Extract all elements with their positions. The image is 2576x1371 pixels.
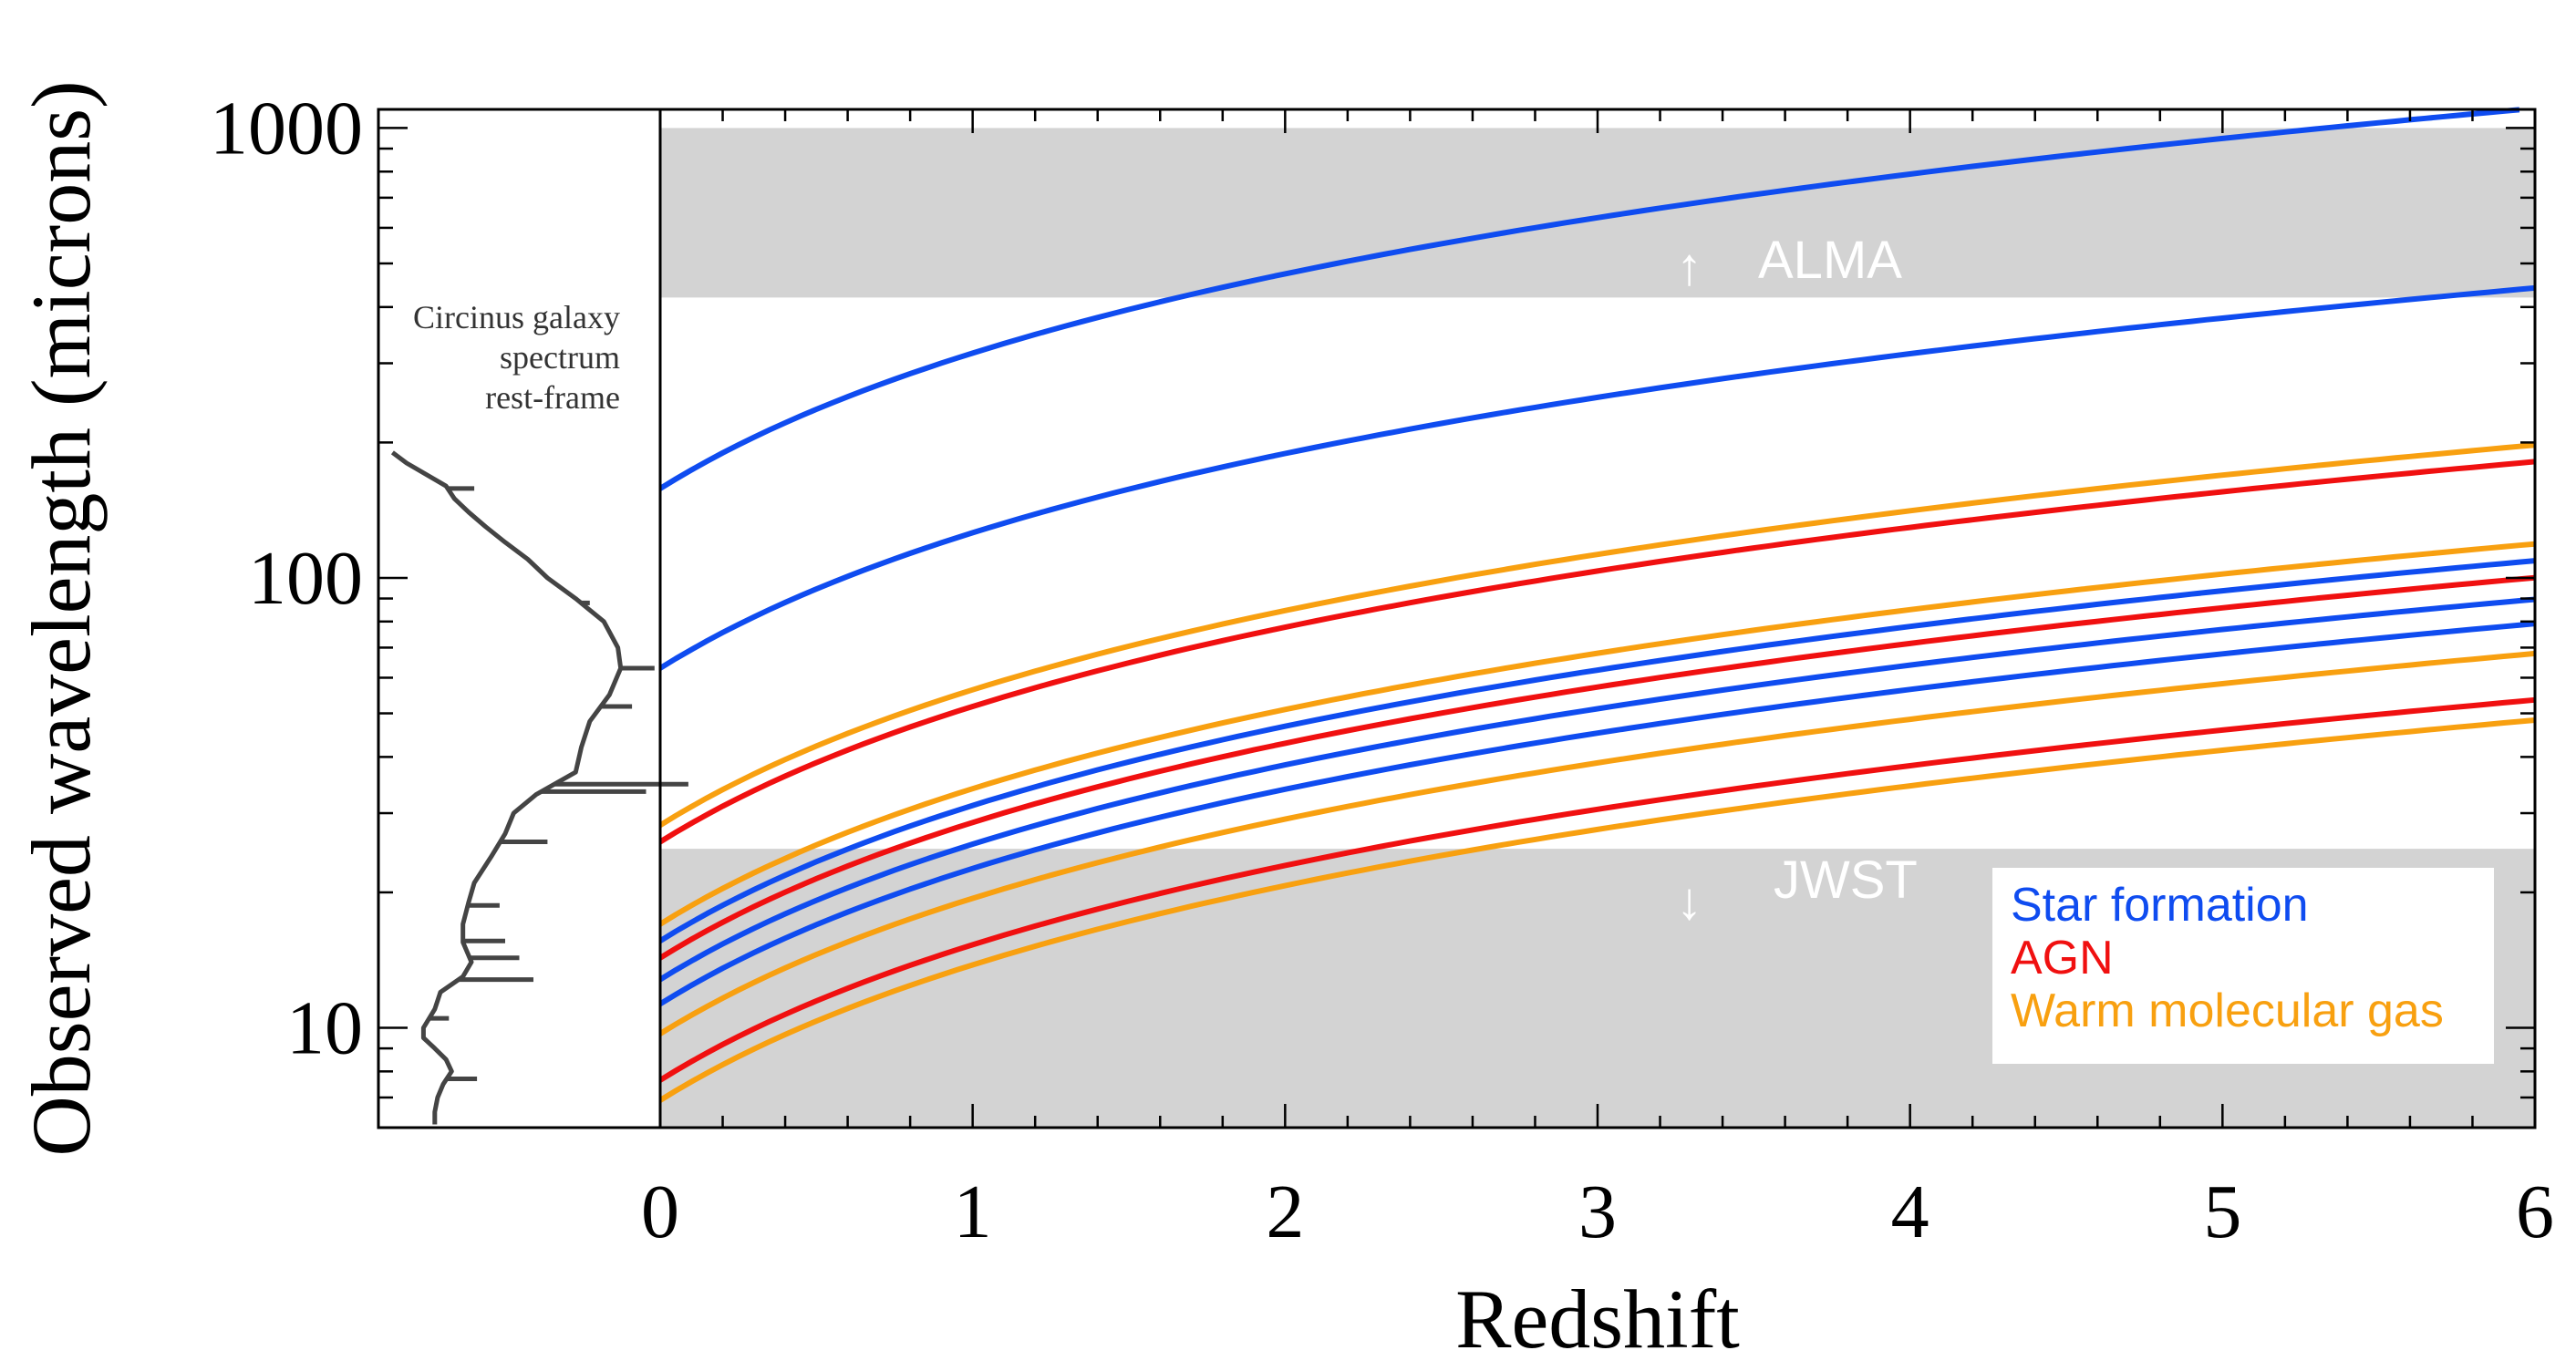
x-tick-label: 3: [1578, 1170, 1617, 1254]
series-layer: [658, 107, 2536, 1103]
x-tick-label: 0: [641, 1170, 679, 1254]
y-tick-label: 10: [286, 986, 363, 1071]
series-line-star-formation: [658, 596, 2536, 983]
spectrum-note-line: rest-frame: [485, 379, 620, 416]
x-axis-title: Redshift: [1455, 1273, 1740, 1366]
legend-agn: AGN: [2011, 932, 2114, 984]
series-line-agn: [658, 574, 2536, 961]
y-axis-title: Observed wavelength (microns): [15, 80, 108, 1156]
series-line-star-formation: [658, 558, 2536, 943]
x-tick-label: 5: [2203, 1170, 2241, 1254]
series-line-star-formation: [658, 107, 2520, 491]
spectrum-panel: [390, 450, 688, 1125]
y-tick-label: 100: [248, 536, 363, 621]
spectrum-panel-frame: [377, 108, 662, 1129]
y-tick-label: 1000: [210, 86, 363, 170]
series-line-star-formation: [658, 284, 2536, 671]
jwst-label: JWST: [1774, 850, 1918, 910]
alma-label: ALMA: [1758, 231, 1902, 290]
x-tick-label: 1: [954, 1170, 992, 1254]
alma-band: [660, 128, 2535, 298]
series-line-star-formation: [658, 621, 2536, 1006]
series-line-agn: [658, 696, 2536, 1083]
x-tick-label: 4: [1891, 1170, 1929, 1254]
series-line-warm-gas: [658, 442, 2536, 828]
alma-arrow-icon: ↑: [1676, 237, 1702, 296]
series-line-warm-gas: [658, 717, 2536, 1103]
legend-star-formation: Star formation: [2011, 879, 2309, 932]
legend-warm-molecular-gas: Warm molecular gas: [2011, 984, 2444, 1037]
series-line-warm-gas: [658, 541, 2536, 927]
x-tick-label: 2: [1266, 1170, 1304, 1254]
series-line-agn: [658, 459, 2536, 845]
axis-ticks: 0 1 2 3 4 5 6 10 100 1000: [210, 86, 2554, 1254]
spectrum-note-line: spectrum: [500, 339, 620, 376]
x-tick-label: 6: [2516, 1170, 2554, 1254]
spectrum-note-line: Circinus galaxy: [413, 299, 620, 335]
series-line-warm-gas: [658, 650, 2536, 1036]
spectrum-curve: [390, 450, 624, 1125]
legend: Star formation AGN Warm molecular gas: [1992, 868, 2494, 1064]
legend-box: [1992, 868, 2494, 1064]
jwst-arrow-icon: ↓: [1676, 871, 1702, 931]
